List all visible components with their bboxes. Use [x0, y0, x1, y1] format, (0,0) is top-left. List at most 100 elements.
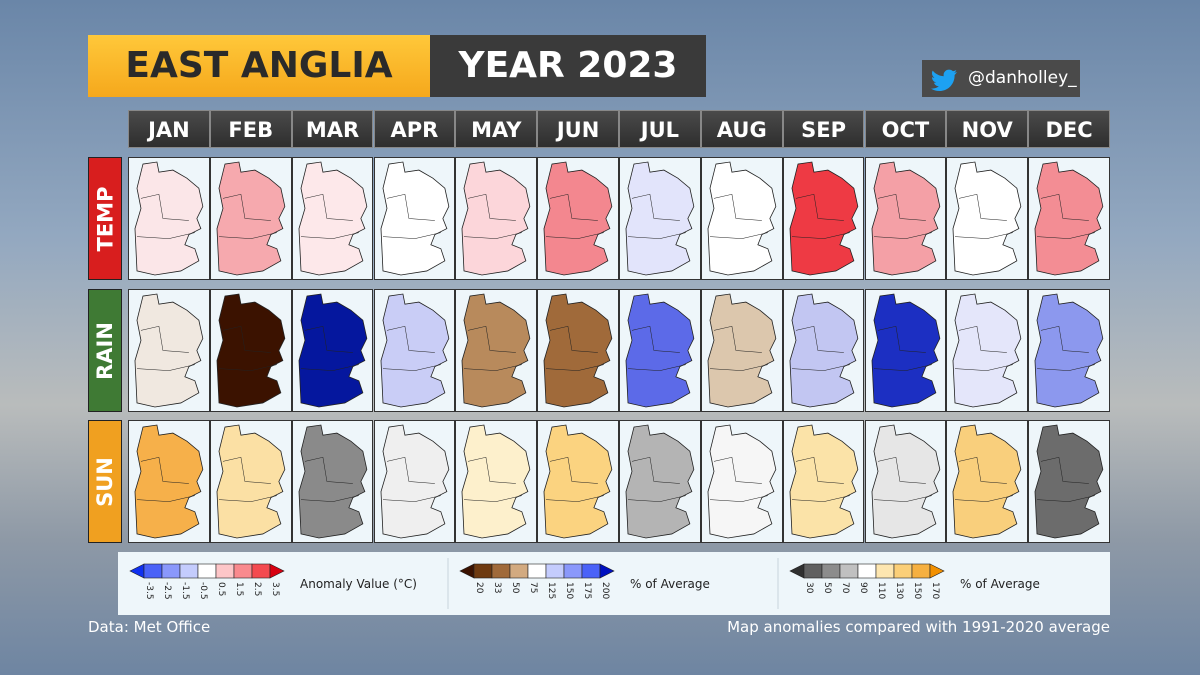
legend-tick-label: -2.5	[162, 582, 172, 600]
map	[134, 161, 204, 276]
legend-tick-label: 2.5	[252, 582, 262, 596]
map	[1034, 424, 1104, 539]
map	[543, 424, 613, 539]
boundary	[955, 325, 1014, 371]
map	[461, 161, 531, 276]
boundary	[873, 193, 932, 239]
map	[298, 161, 367, 276]
map-cell	[864, 420, 947, 543]
boundary	[546, 193, 605, 239]
land	[216, 424, 286, 539]
land	[1034, 424, 1104, 539]
legend-swatch	[893, 563, 913, 579]
boundary	[464, 456, 523, 502]
legend-swatch	[473, 563, 493, 579]
land	[134, 424, 204, 539]
map	[707, 161, 777, 276]
legend-tick-label: 70	[840, 582, 850, 594]
legend-panel: -3.5 -2.5 -1.5 -0.5 0.5 1.5 2.5 3.5 Anomaly Valu…	[118, 552, 1110, 615]
boundary	[218, 325, 277, 371]
twitter-icon	[931, 69, 957, 91]
boundary	[627, 456, 686, 502]
boundary	[300, 193, 359, 239]
boundary	[136, 456, 195, 502]
boundary	[1037, 325, 1096, 371]
map	[298, 293, 367, 408]
legend-swatch	[179, 563, 199, 579]
land	[952, 293, 1022, 408]
row-label-text: TEMP	[93, 186, 117, 251]
row-label: TEMP	[88, 157, 122, 280]
boundary	[136, 193, 195, 239]
map-cell	[700, 157, 783, 280]
legend-swatch	[911, 563, 931, 579]
map	[1034, 161, 1104, 276]
land	[461, 424, 531, 539]
legend-tick-label: 75	[528, 582, 538, 593]
month-header: OCT	[864, 110, 947, 148]
map	[380, 161, 449, 276]
legend-tick-label: 0.5	[216, 582, 226, 596]
land	[298, 161, 367, 276]
legend-tick-label: 50	[822, 582, 832, 594]
map-cell	[291, 157, 374, 280]
map-cell	[209, 420, 292, 543]
month-header: MAY	[455, 110, 538, 148]
map	[543, 161, 613, 276]
map-cell	[455, 420, 538, 543]
legend-swatch	[803, 563, 823, 579]
land	[871, 161, 940, 276]
month-header: SEP	[782, 110, 865, 148]
legend-arrow	[929, 563, 945, 579]
land	[789, 424, 858, 539]
map	[298, 424, 367, 539]
boundary	[709, 456, 768, 502]
boundary	[791, 325, 850, 371]
map-cell	[782, 157, 865, 280]
boundary	[218, 193, 277, 239]
map	[789, 161, 858, 276]
map-cell	[209, 157, 292, 280]
map	[134, 424, 204, 539]
boundary	[546, 456, 605, 502]
land	[134, 161, 204, 276]
land	[871, 424, 940, 539]
map	[952, 293, 1022, 408]
row-label: RAIN	[88, 289, 122, 412]
legend-arrow	[129, 563, 145, 579]
month-header: DEC	[1028, 110, 1110, 148]
land	[625, 424, 695, 539]
land	[625, 293, 695, 408]
land	[625, 161, 695, 276]
map	[952, 424, 1022, 539]
boundary	[1037, 193, 1096, 239]
legend-svg: -3.5 -2.5 -1.5 -0.5 0.5 1.5 2.5 3.5 Anomaly Valu…	[129, 558, 1040, 609]
month-header: APR	[373, 110, 456, 148]
map-cell	[209, 289, 292, 412]
map-cell	[619, 289, 701, 412]
land	[707, 293, 777, 408]
baseline-note: Map anomalies compared with 1991-2020 av…	[727, 618, 1110, 636]
boundary	[218, 456, 277, 502]
legend-title: % of Average	[960, 577, 1040, 591]
legend-swatch	[839, 563, 859, 579]
land	[380, 161, 449, 276]
boundary	[546, 325, 605, 371]
map-cell	[373, 289, 456, 412]
boundary	[709, 325, 768, 371]
month-header: JUN	[537, 110, 619, 148]
boundary	[627, 325, 686, 371]
map	[380, 293, 449, 408]
map-cell	[291, 420, 374, 543]
boundary	[464, 193, 523, 239]
map-cell	[455, 289, 538, 412]
land	[952, 161, 1022, 276]
land	[1034, 161, 1104, 276]
land	[543, 161, 613, 276]
legend-tick-label: 150	[912, 582, 922, 599]
legend-swatch	[509, 563, 529, 579]
legend-title: Anomaly Value (°C)	[300, 577, 417, 591]
land	[871, 293, 940, 408]
map-cell	[619, 420, 701, 543]
